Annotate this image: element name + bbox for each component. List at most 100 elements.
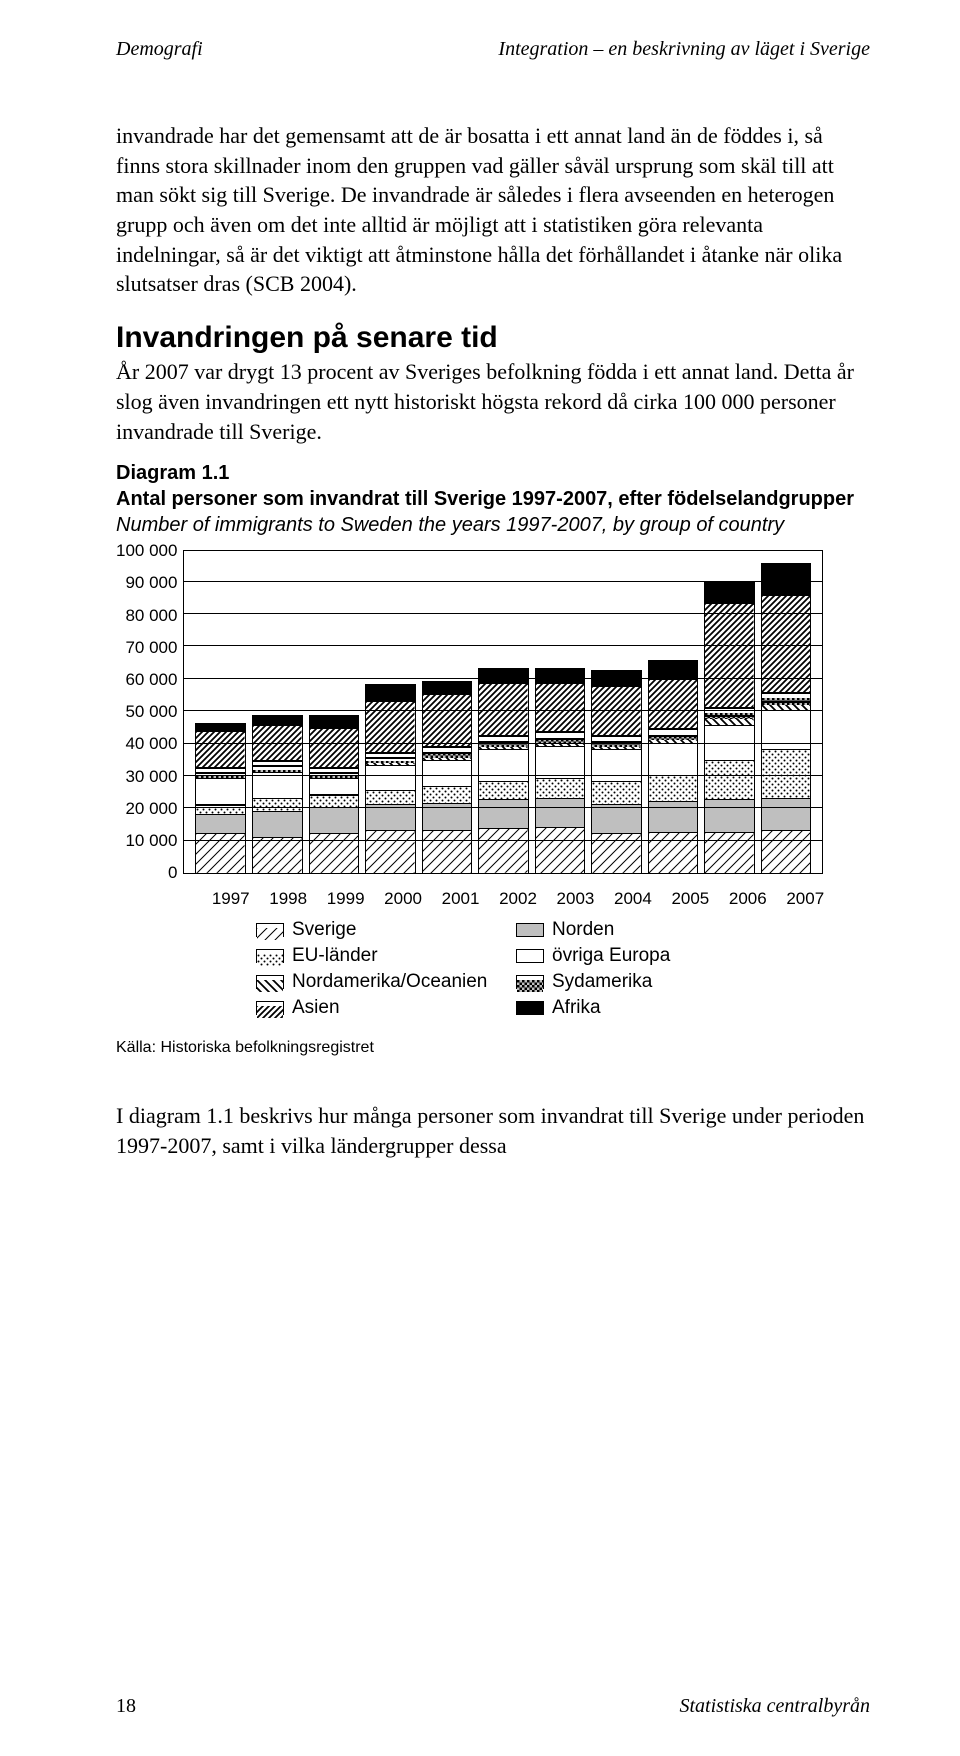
bar-segment-norden <box>705 800 754 832</box>
grid-line <box>184 840 822 841</box>
bar-segment-ovriga_europa <box>479 750 528 782</box>
bar-segment-norden <box>536 799 585 828</box>
y-tick-label: 100 000 <box>116 541 177 561</box>
bars <box>184 551 822 873</box>
bar-segment-sverige <box>366 831 415 873</box>
bar-segment-ovriga_europa <box>705 726 754 762</box>
bar-segment-afrika <box>310 716 359 729</box>
bar-column <box>479 669 528 873</box>
legend-swatch <box>516 975 544 989</box>
bar-segment-eu <box>592 782 641 805</box>
x-tick-label: 2006 <box>719 889 776 909</box>
bar-segment-norden <box>366 805 415 831</box>
bar-segment-afrika <box>253 716 302 726</box>
bar-column <box>196 724 245 873</box>
bar-segment-sverige <box>423 831 472 873</box>
bar-segment-sverige <box>479 829 528 873</box>
bar-segment-ovriga_europa <box>366 766 415 790</box>
y-tick-label: 10 000 <box>125 831 177 851</box>
bar-column <box>310 716 359 873</box>
bar-segment-sverige <box>253 838 302 874</box>
bar-segment-asien <box>253 726 302 762</box>
publisher: Statistiska centralbyrån <box>679 1695 870 1718</box>
diagram-number: Diagram 1.1 <box>116 460 870 486</box>
bar-column <box>705 582 754 874</box>
x-tick-label: 2005 <box>662 889 719 909</box>
legend-item-eu: EU-länder <box>256 945 516 967</box>
header-left: Demografi <box>116 38 203 61</box>
diagram-title: Antal personer som invandrat till Sverig… <box>116 486 870 512</box>
bar-segment-eu <box>366 791 415 806</box>
legend-label: EU-länder <box>292 945 378 967</box>
legend-item-afrika: Afrika <box>516 997 776 1019</box>
legend-label: Sydamerika <box>552 971 652 993</box>
x-tick-label: 2003 <box>547 889 604 909</box>
bar-segment-afrika <box>536 669 585 684</box>
y-tick-label: 50 000 <box>125 702 177 722</box>
bar-segment-asien <box>592 687 641 736</box>
legend-swatch <box>256 1001 284 1015</box>
bar-column <box>366 685 415 873</box>
legend-swatch <box>256 975 284 989</box>
legend-item-asien: Asien <box>256 997 516 1019</box>
grid-line <box>184 807 822 808</box>
legend-swatch <box>516 923 544 937</box>
legend-item-sverige: Sverige <box>256 919 516 941</box>
bar-segment-eu <box>423 787 472 803</box>
legend-item-sydamerika: Sydamerika <box>516 971 776 993</box>
legend-label: Norden <box>552 919 614 941</box>
bar-segment-sverige <box>649 833 698 874</box>
bar-column <box>649 661 698 873</box>
bar-column <box>253 716 302 873</box>
bar-segment-asien <box>310 729 359 768</box>
x-tick-label: 2004 <box>604 889 661 909</box>
x-axis: 1997199819992000200120022003200420052006… <box>198 883 838 909</box>
bar-segment-afrika <box>423 682 472 695</box>
bar-segment-afrika <box>592 671 641 687</box>
bar-segment-norden <box>762 799 811 831</box>
bar-segment-afrika <box>196 724 245 732</box>
bar-segment-eu <box>649 776 698 802</box>
y-tick-label: 90 000 <box>125 573 177 593</box>
bar-segment-asien <box>649 680 698 729</box>
page-number: 18 <box>116 1695 136 1718</box>
page-footer: 18 Statistiska centralbyrån <box>116 1695 870 1718</box>
legend-item-nordamerika: Nordamerika/Oceanien <box>256 971 516 993</box>
bar-segment-norden <box>253 812 302 838</box>
paragraph-2: År 2007 var drygt 13 procent av Sveriges… <box>116 357 870 446</box>
legend-item-ovriga_europa: övriga Europa <box>516 945 776 967</box>
legend-label: Nordamerika/Oceanien <box>292 971 487 993</box>
legend-label: Afrika <box>552 997 601 1019</box>
bar-segment-eu <box>536 779 585 798</box>
bar-segment-sydamerika <box>705 708 754 716</box>
y-tick-label: 40 000 <box>125 734 177 754</box>
bar-segment-ovriga_europa <box>253 773 302 799</box>
bar-segment-nordamerika <box>705 716 754 726</box>
paragraph-1: invandrade har det gemensamt att de är b… <box>116 121 870 299</box>
bar-segment-norden <box>310 808 359 834</box>
bar-segment-ovriga_europa <box>592 750 641 782</box>
bar-segment-afrika <box>479 669 528 684</box>
chart-source: Källa: Historiska befolkningsregistret <box>116 1039 870 1057</box>
grid-line <box>184 678 822 679</box>
bar-column <box>536 669 585 873</box>
bar-segment-asien <box>196 732 245 768</box>
bar-segment-asien <box>536 684 585 733</box>
y-tick-label: 70 000 <box>125 638 177 658</box>
bar-segment-eu <box>253 799 302 812</box>
bar-segment-nordamerika <box>423 753 472 761</box>
x-tick-label: 1998 <box>259 889 316 909</box>
grid-line <box>184 710 822 711</box>
diagram-subtitle: Number of immigrants to Sweden the years… <box>116 512 870 538</box>
bar-segment-sverige <box>762 831 811 873</box>
bar-segment-sverige <box>536 828 585 873</box>
bar-segment-sverige <box>705 833 754 874</box>
bar-segment-ovriga_europa <box>196 779 245 805</box>
grid-line <box>184 775 822 776</box>
paragraph-3: I diagram 1.1 beskrivs hur många persone… <box>116 1101 870 1160</box>
x-tick-label: 1997 <box>202 889 259 909</box>
bar-segment-eu <box>479 782 528 800</box>
y-tick-label: 30 000 <box>125 767 177 787</box>
y-axis: 100 00090 00080 00070 00060 00050 00040 … <box>116 541 183 883</box>
grid-line <box>184 645 822 646</box>
